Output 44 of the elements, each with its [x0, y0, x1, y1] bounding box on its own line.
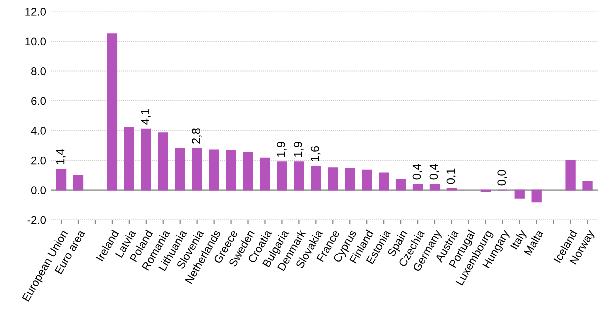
bar — [277, 162, 288, 191]
y-tick-label: 0.0 — [31, 186, 46, 194]
bar — [243, 152, 254, 191]
bar — [311, 166, 322, 191]
bar — [260, 158, 270, 191]
bar — [294, 162, 304, 191]
bar — [345, 168, 356, 191]
bar — [378, 172, 390, 191]
bar — [532, 190, 542, 203]
bar — [582, 180, 593, 191]
y-tick-label: 6.0 — [32, 97, 46, 106]
y-tick-label: 10.0 — [26, 38, 46, 46]
y-tick-label: 4.0 — [31, 127, 46, 135]
y-tick-label: 12.0 — [26, 8, 46, 16]
bar — [56, 169, 67, 191]
bar — [158, 132, 168, 191]
data-label: 4,1 — [141, 109, 151, 125]
bar — [124, 127, 135, 191]
bar — [192, 148, 202, 191]
bar — [566, 160, 576, 191]
data-label: 1,9 — [277, 142, 287, 157]
bar — [412, 184, 424, 191]
data-label: 0,4 — [430, 164, 440, 180]
bar — [73, 175, 84, 191]
y-tick-label: -2.0 — [28, 216, 46, 224]
data-label: 1,4 — [56, 149, 66, 164]
y-tick-label: 8.0 — [32, 68, 46, 76]
bar — [396, 179, 406, 191]
data-label: 1,9 — [294, 142, 304, 157]
data-label: 2,8 — [192, 128, 202, 144]
bar — [226, 150, 236, 191]
bar — [209, 150, 220, 191]
bar — [328, 168, 338, 191]
bar — [430, 184, 440, 191]
bar — [107, 34, 118, 191]
y-tick-label: 2.0 — [32, 156, 46, 165]
bar — [514, 190, 525, 199]
data-label: 0,0 — [498, 170, 508, 186]
bar — [175, 148, 186, 191]
data-label: 0,4 — [412, 164, 423, 180]
data-label: 0,1 — [446, 168, 457, 184]
data-label: 1,6 — [310, 146, 321, 162]
bar — [362, 170, 372, 191]
bar — [141, 128, 152, 191]
